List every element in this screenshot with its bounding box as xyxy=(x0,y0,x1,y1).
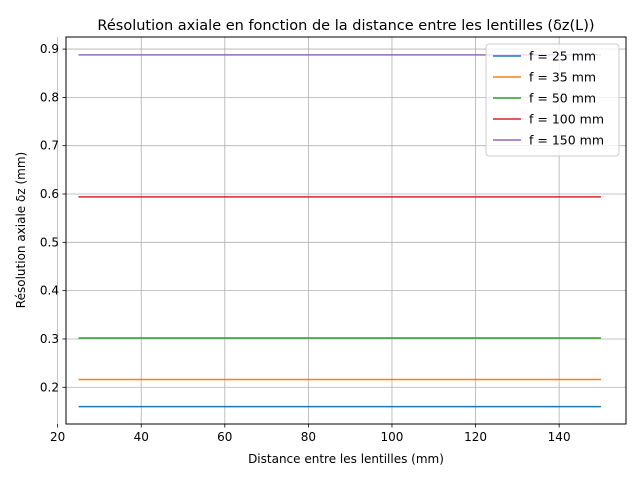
y-tick-label: 0.5 xyxy=(40,235,59,249)
legend-label: f = 25 mm xyxy=(529,49,596,64)
y-tick-label: 0.9 xyxy=(40,42,59,56)
legend: f = 25 mm f = 35 mm f = 50 mm f = 100 mm f =… xyxy=(485,43,620,157)
x-tick-label: 60 xyxy=(217,430,232,444)
chart-title: Résolution axiale en fonction de la dist… xyxy=(97,18,594,34)
x-tick-label: 100 xyxy=(381,430,404,444)
legend-label: f = 50 mm xyxy=(529,91,596,106)
legend-label: f = 35 mm xyxy=(529,70,596,85)
legend-box xyxy=(485,43,620,157)
x-tick-label: 140 xyxy=(548,430,571,444)
x-tick-label: 20 xyxy=(50,430,65,444)
y-tick-label: 0.7 xyxy=(40,139,59,153)
x-tick-label: 120 xyxy=(464,430,487,444)
x-axis: 20 40 60 80 100 120 140 xyxy=(50,424,571,444)
y-tick-label: 0.2 xyxy=(40,380,59,394)
series-lines xyxy=(78,54,601,408)
y-tick-label: 0.6 xyxy=(40,187,59,201)
y-tick-label: 0.4 xyxy=(40,284,59,298)
x-axis-label: Distance entre les lentilles (mm) xyxy=(248,452,444,466)
y-axis-label: Résolution axiale δz (mm) xyxy=(14,152,28,308)
plot-area-frame xyxy=(65,36,627,425)
legend-label: f = 150 mm xyxy=(529,133,604,148)
y-axis: 0.2 0.3 0.4 0.5 0.6 0.7 0.8 0.9 xyxy=(40,42,66,394)
y-tick-label: 0.3 xyxy=(40,332,59,346)
legend-label: f = 100 mm xyxy=(529,112,604,127)
y-tick-label: 0.8 xyxy=(40,90,59,104)
x-tick-label: 80 xyxy=(301,430,316,444)
x-tick-label: 40 xyxy=(134,430,149,444)
